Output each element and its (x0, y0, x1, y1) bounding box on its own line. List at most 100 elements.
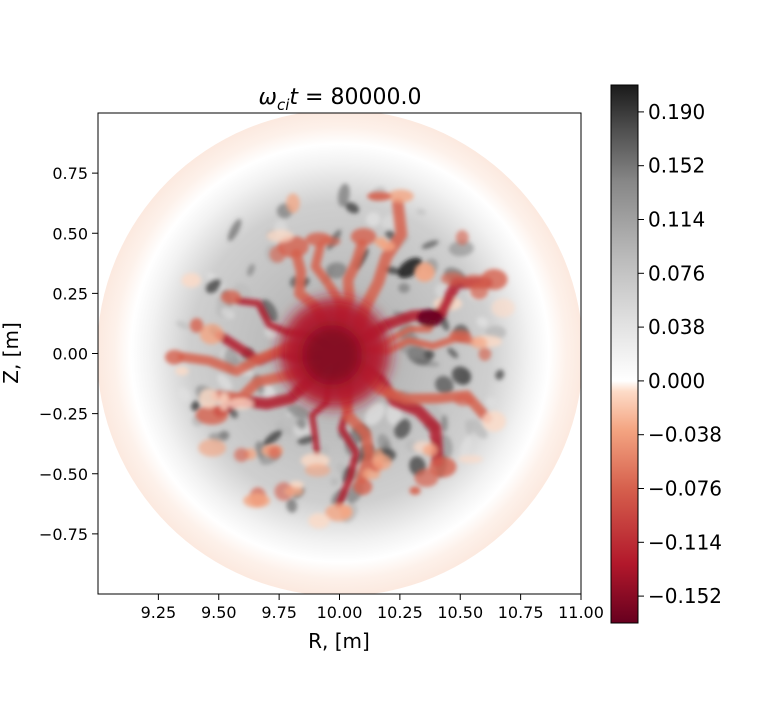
red-tip (198, 388, 219, 409)
red-blob (457, 455, 484, 464)
red-blob (367, 191, 392, 201)
gray-blob (217, 374, 233, 392)
gray-blob (421, 240, 439, 249)
red-tip (164, 349, 185, 365)
red-blob (414, 468, 439, 487)
red-blob (319, 236, 341, 246)
gray-blob (365, 212, 381, 227)
red-tip (482, 410, 506, 432)
red-blob (228, 397, 254, 410)
red-tip (199, 323, 224, 345)
gray-blob (255, 441, 265, 459)
gray-blob (459, 436, 473, 459)
colorbar-tick-label: −0.076 (648, 477, 722, 501)
red-tip (195, 405, 229, 425)
gray-blob (176, 320, 190, 330)
gray-blob (176, 387, 191, 402)
y-axis: 0.75 0.50 0.25 0.00 −0.25 −0.50 −0.75 (39, 164, 98, 544)
red-blob (372, 454, 392, 471)
x-tick-label: 10.00 (317, 603, 363, 622)
red-blob (189, 318, 204, 333)
red-blob (266, 229, 294, 243)
red-blob (470, 336, 488, 349)
gray-blob (415, 208, 427, 216)
gray-blob (435, 375, 454, 395)
gray-blob (448, 240, 474, 257)
colorbar-tick-label: 0.114 (648, 208, 705, 232)
gray-blob (247, 263, 255, 277)
colorbar-tick-label: −0.114 (648, 530, 722, 554)
red-blob (422, 444, 438, 457)
y-tick-label: −0.50 (39, 465, 88, 484)
red-blob (461, 274, 489, 289)
gray-blob (287, 404, 310, 419)
red-blob (286, 193, 300, 214)
gray-blob (260, 299, 278, 323)
red-blob (268, 447, 281, 460)
red-blob (175, 366, 189, 376)
y-tick-label: 0.50 (52, 224, 88, 243)
red-blob (491, 298, 515, 318)
red-blob (284, 486, 304, 497)
y-tick-label: 0.25 (52, 284, 88, 303)
x-tick-label: 9.50 (201, 603, 237, 622)
red-blob (304, 463, 331, 477)
gray-blob (451, 366, 472, 385)
gray-blob (337, 183, 350, 207)
gray-blob (191, 400, 201, 412)
chart-title: ωcit = 80000.0 (259, 85, 422, 114)
gray-blob (485, 397, 498, 408)
gray-blob (398, 283, 410, 294)
gray-blob (345, 202, 360, 214)
red-blob (339, 505, 353, 518)
gray-blob (227, 218, 242, 242)
red-blob (308, 513, 330, 529)
red-blob (478, 346, 492, 361)
y-tick-label: −0.75 (39, 525, 88, 544)
y-tick-label: 0.00 (52, 345, 88, 364)
red-tip (350, 228, 377, 246)
x-tick-label: 10.75 (498, 603, 544, 622)
red-blob (414, 262, 435, 282)
red-blob (455, 230, 469, 245)
red-blob (234, 448, 249, 462)
core-inner (302, 325, 362, 385)
red-blob (218, 392, 230, 411)
x-tick-label: 10.50 (437, 603, 483, 622)
y-tick-label: −0.25 (39, 405, 88, 424)
gray-blob (205, 278, 222, 294)
colorbar-tick-label: 0.038 (648, 315, 705, 339)
colorbar-tick-label: 0.000 (648, 369, 705, 393)
red-blob (269, 246, 286, 263)
red-blob (274, 482, 294, 501)
x-axis: 9.25 9.50 9.75 10.00 10.25 10.50 10.75 11.00 (141, 594, 604, 622)
x-tick-label: 11.00 (558, 603, 604, 622)
red-tip (353, 478, 373, 495)
x-tick-label: 10.25 (377, 603, 423, 622)
colorbar-ticks: 0.190 0.152 0.114 0.076 0.038 0.000 −0.038 −0.0… (638, 100, 722, 608)
gray-blob (263, 429, 283, 447)
x-tick-label: 9.75 (261, 603, 297, 622)
red-blob (181, 272, 202, 288)
x-tick-label: 9.25 (141, 603, 177, 622)
gray-blob (464, 419, 473, 435)
colorbar (610, 84, 639, 624)
red-blob (374, 237, 388, 247)
red-core (280, 298, 390, 408)
gray-blob (286, 498, 298, 513)
red-blob (198, 439, 227, 457)
red-blob (441, 272, 465, 286)
y-tick-label: 0.75 (52, 164, 88, 183)
y-axis-label: Z, [m] (0, 322, 23, 384)
red-tip (220, 290, 241, 305)
gray-blob (425, 402, 441, 416)
gray-blob (297, 434, 316, 445)
colorbar-tick-label: 0.076 (648, 261, 705, 285)
red-blob (409, 486, 421, 495)
colorbar-tick-label: −0.152 (648, 584, 722, 608)
red-tip (387, 189, 414, 203)
gray-blob (275, 420, 286, 430)
colorbar-tick-label: 0.152 (648, 154, 705, 178)
dark-red-blob (417, 309, 443, 327)
